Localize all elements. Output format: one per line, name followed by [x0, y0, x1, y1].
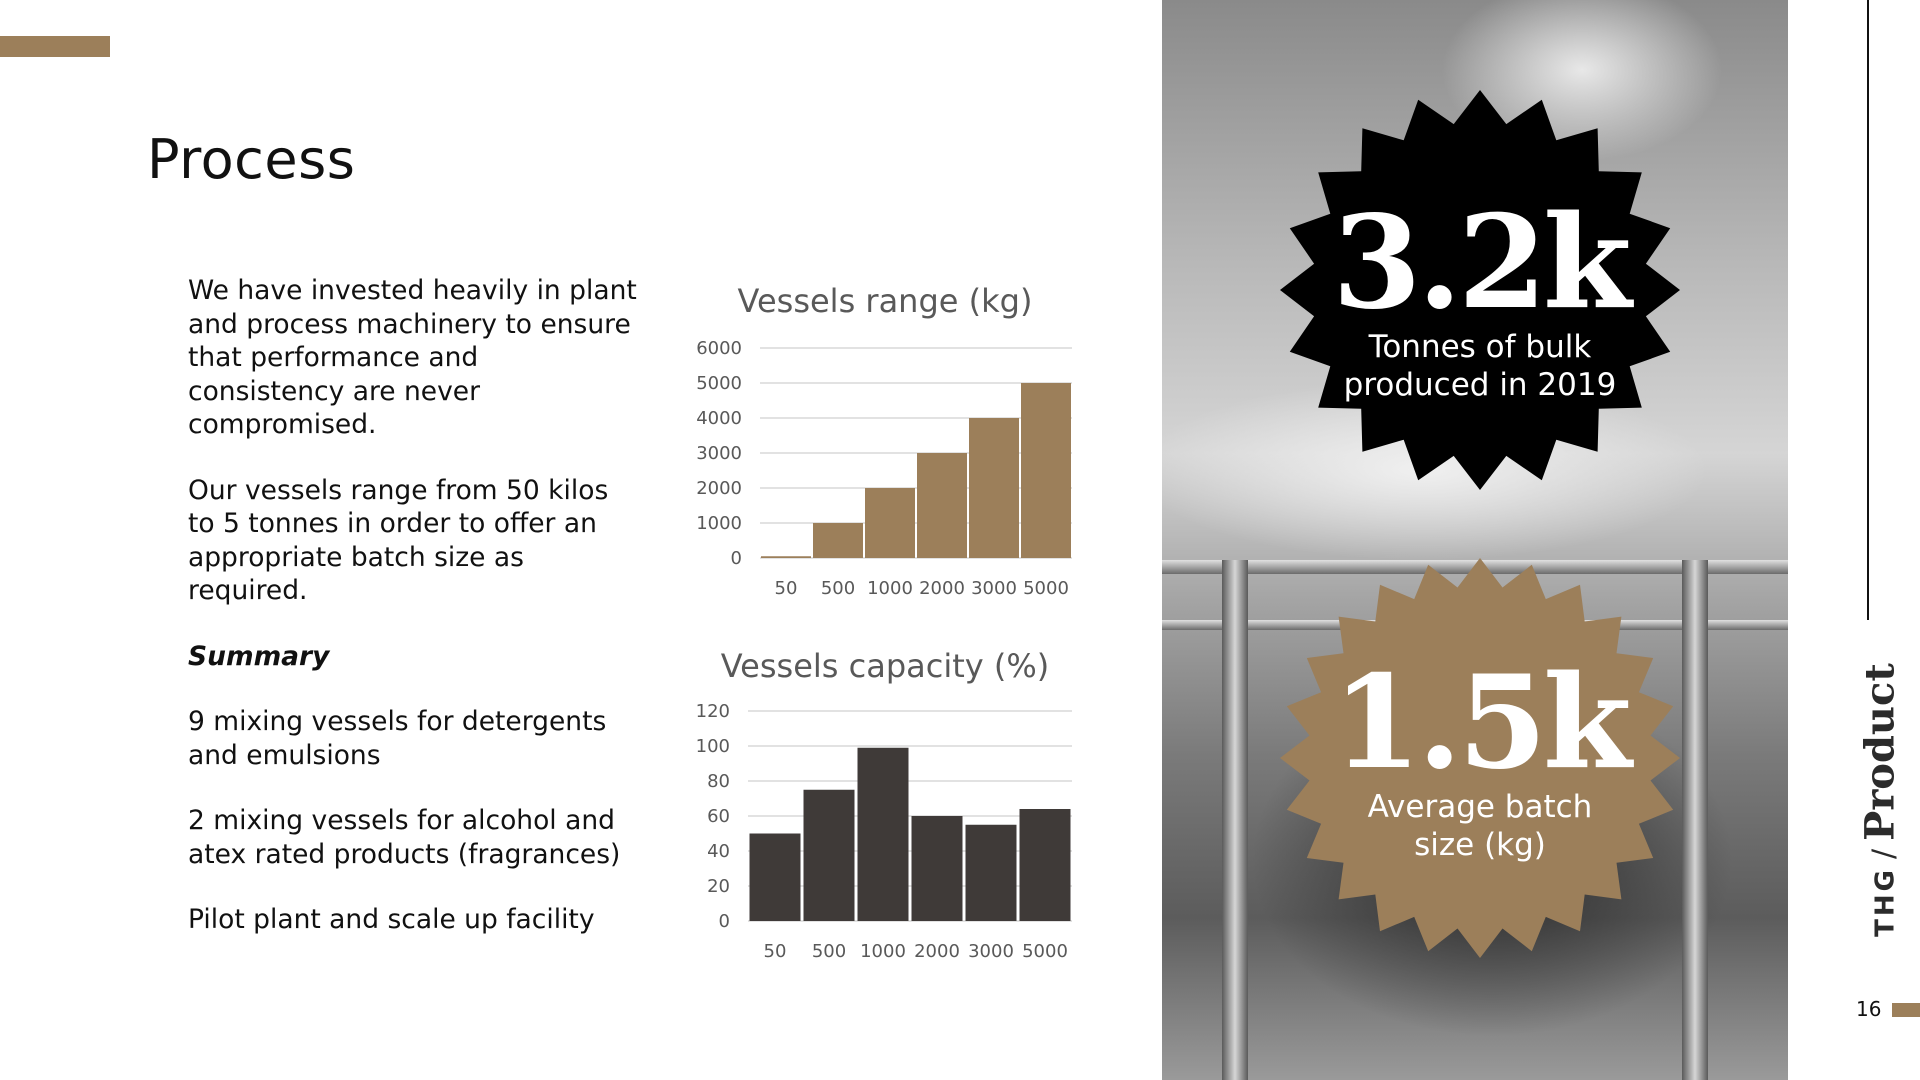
x-tick-label: 1000	[860, 941, 906, 962]
chart-title: Vessels capacity (%)	[720, 647, 1050, 685]
stat-value: 1.5k	[1332, 648, 1631, 798]
bar	[761, 556, 811, 558]
bar	[803, 789, 855, 921]
body-text: We have invested heavily in plant and pr…	[188, 274, 638, 969]
stat-caption-line: Tonnes of bulk	[1368, 329, 1592, 365]
y-tick-label: 40	[707, 841, 730, 862]
brand-label: THG / Product	[1857, 663, 1904, 937]
stat-caption-line: size (kg)	[1414, 827, 1546, 863]
summary-heading: Summary	[188, 640, 330, 672]
y-tick-label: 80	[707, 771, 730, 792]
brand-name: Product	[1856, 663, 1904, 841]
x-tick-label: 3000	[968, 941, 1014, 962]
y-tick-label: 0	[731, 548, 742, 569]
paragraph-investment: We have invested heavily in plant and pr…	[188, 275, 637, 440]
starburst-icon	[1280, 558, 1680, 958]
x-tick-label: 50	[764, 941, 787, 962]
bar	[813, 523, 863, 558]
vertical-divider	[1867, 0, 1869, 620]
brand-separator: /	[1866, 848, 1902, 859]
bar	[857, 747, 909, 921]
bar	[1021, 383, 1071, 558]
bar	[965, 824, 1017, 921]
stat-caption-line: produced in 2019	[1343, 367, 1617, 403]
y-tick-label: 6000	[696, 338, 742, 359]
x-tick-label: 2000	[919, 578, 965, 599]
y-tick-label: 1000	[696, 513, 742, 534]
stat-caption: Tonnes of bulk produced in 2019	[1280, 328, 1680, 404]
y-tick-label: 5000	[696, 373, 742, 394]
stat-badge-batch: 1.5k Average batch size (kg)	[1280, 558, 1680, 958]
bar	[749, 833, 801, 921]
chart-plot: 0 1000 2000 3000 4000 5000 6000 50 500 1000 2000 30…	[696, 338, 1072, 599]
y-tick-label: 60	[707, 806, 730, 827]
x-tick-label: 2000	[914, 941, 960, 962]
y-tick-label: 20	[707, 876, 730, 897]
bar	[1019, 809, 1071, 921]
y-tick-label: 2000	[696, 478, 742, 499]
x-tick-label: 5000	[1022, 941, 1068, 962]
chart-title: Vessels range (kg)	[737, 282, 1033, 320]
x-tick-label: 500	[821, 578, 855, 599]
summary-item: 9 mixing vessels for detergents and emul…	[188, 706, 607, 771]
y-tick-label: 0	[719, 911, 730, 932]
y-tick-label: 120	[696, 701, 730, 722]
page-title: Process	[147, 128, 356, 191]
y-tick-label: 100	[696, 736, 730, 757]
paragraph-vessels: Our vessels range from 50 kilos to 5 ton…	[188, 474, 609, 607]
summary-item: Pilot plant and scale up facility	[188, 904, 595, 935]
y-tick-label: 3000	[696, 443, 742, 464]
stat-badge-tonnes: 3.2k Tonnes of bulk produced in 2019	[1280, 90, 1680, 490]
vessel-support	[1682, 560, 1708, 1080]
stat-caption: Average batch size (kg)	[1280, 788, 1680, 864]
accent-bar-top	[0, 36, 110, 57]
accent-bar-bottom	[1892, 1003, 1920, 1017]
vessels-range-chart: Vessels range (kg) 0 1000 2000 3000 4000 5000…	[680, 280, 1090, 610]
bar	[917, 453, 967, 558]
chart-plot: 0 20 40 60 80 100 120 50 500 1000 2000 3000 5000	[696, 701, 1072, 962]
summary-item: 2 mixing vessels for alcohol and atex ra…	[188, 805, 621, 870]
x-tick-label: 5000	[1023, 578, 1069, 599]
brand-prefix: THG	[1870, 866, 1901, 937]
page-number: 16	[1856, 997, 1882, 1021]
bar	[911, 816, 963, 921]
x-tick-label: 3000	[971, 578, 1017, 599]
stat-value: 3.2k	[1332, 188, 1631, 338]
y-tick-label: 4000	[696, 408, 742, 429]
bar	[865, 488, 915, 558]
bar	[969, 418, 1019, 558]
stat-caption-line: Average batch	[1367, 789, 1593, 825]
x-tick-label: 50	[775, 578, 798, 599]
x-tick-label: 500	[812, 941, 846, 962]
vessels-capacity-chart: Vessels capacity (%) 0 20 40 60 80 100 120 50 50…	[680, 645, 1090, 975]
x-tick-label: 1000	[867, 578, 913, 599]
vessel-support	[1222, 560, 1248, 1080]
starburst-icon	[1280, 90, 1680, 490]
